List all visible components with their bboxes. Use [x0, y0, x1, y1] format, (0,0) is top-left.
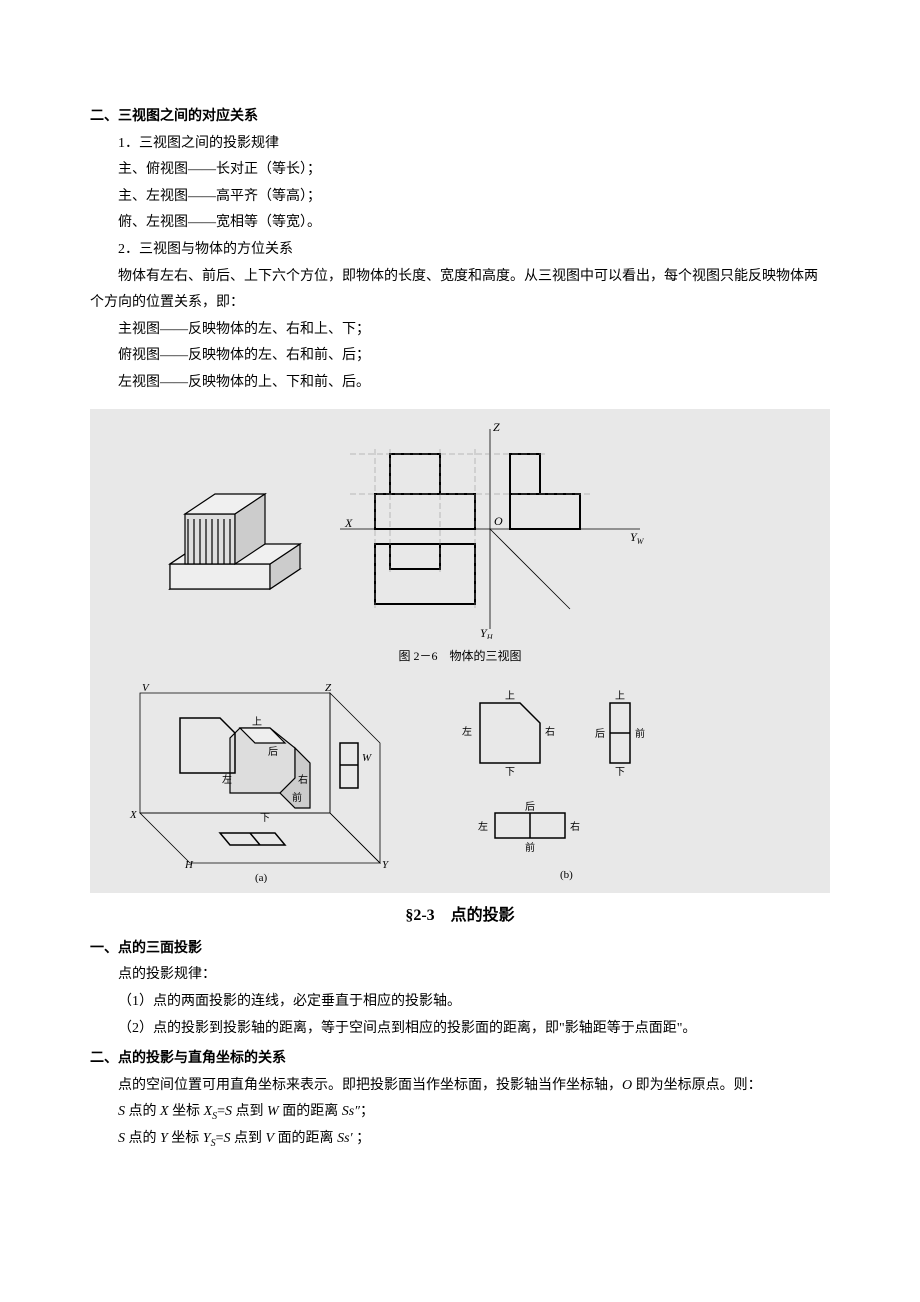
svg-text:V: V [142, 682, 150, 694]
coord-y-line: S 点的 Y 坐标 YS=S 点到 V 面的距离 Ss′ ； [90, 1126, 830, 1153]
svg-text:H: H [184, 859, 194, 871]
coord-x-line: S 点的 X 坐标 XS=S 点到 W 面的距离 Ss″； [90, 1099, 830, 1126]
svg-text:右: 右 [298, 773, 308, 786]
main-view-rule: 主视图——反映物体的左、右和上、下； [90, 317, 830, 344]
svg-text:下: 下 [505, 767, 515, 778]
svg-text:左: 左 [222, 773, 232, 786]
svg-text:X: X [129, 809, 138, 821]
sub1-rule1: （1）点的两面投影的连线，必定垂直于相应的投影轴。 [90, 989, 830, 1016]
three-view-diagram: Z X O YW YH [100, 419, 660, 639]
svg-text:前: 前 [635, 727, 645, 740]
svg-text:上: 上 [505, 690, 515, 702]
sub1-heading: 一、点的三面投影 [90, 936, 830, 963]
left-view-rule: 左视图——反映物体的上、下和前、后。 [90, 370, 830, 397]
svg-text:后: 后 [268, 746, 278, 758]
item2-title: 2．三视图与物体的方位关系 [90, 237, 830, 264]
sub1-rule2: （2）点的投影到投影轴的距离，等于空间点到相应的投影面的距离，即"影轴距等于点面… [90, 1016, 830, 1043]
rule1: 主、俯视图——长对正（等长）； [90, 157, 830, 184]
svg-text:下: 下 [260, 813, 270, 824]
svg-text:上: 上 [252, 716, 262, 728]
svg-text:后: 后 [595, 728, 605, 740]
sub2-heading: 二、点的投影与直角坐标的关系 [90, 1046, 830, 1073]
svg-text:前: 前 [525, 841, 535, 854]
svg-text:右: 右 [570, 820, 580, 833]
sub2-body: 点的空间位置可用直角坐标来表示。即把投影面当作坐标面，投影轴当作坐标轴，O 即为… [90, 1073, 830, 1100]
svg-text:YH: YH [480, 626, 494, 639]
svg-text:(b): (b) [560, 869, 573, 881]
svg-text:左: 左 [462, 725, 472, 738]
svg-text:下: 下 [615, 767, 625, 778]
figure-2-6: Z X O YW YH 图 2－6 物体的三视图 [90, 409, 830, 894]
section-2-3-title: §2-3 点的投影 [90, 901, 830, 931]
sub1-intro: 点的投影规律： [90, 962, 830, 989]
projection-box-diagram: V Z X W H Y 上 下 左 右 前 后 (a) 上 下 左 右 [100, 673, 720, 883]
item1-title: 1．三视图之间的投影规律 [90, 131, 830, 158]
label-o: O [494, 514, 503, 528]
figure1-caption: 图 2－6 物体的三视图 [100, 645, 820, 668]
svg-text:Z: Z [325, 682, 332, 694]
svg-text:左: 左 [478, 820, 488, 833]
svg-text:(a): (a) [255, 872, 268, 883]
body1: 物体有左右、前后、上下六个方位，即物体的长度、宽度和高度。从三视图中可以看出，每… [90, 264, 830, 317]
label-x: X [344, 516, 353, 530]
svg-text:W: W [362, 752, 372, 764]
rule2: 主、左视图——高平齐（等高）； [90, 184, 830, 211]
section2-heading: 二、三视图之间的对应关系 [90, 104, 830, 131]
rule3: 俯、左视图——宽相等（等宽）。 [90, 210, 830, 237]
svg-text:后: 后 [525, 801, 535, 813]
top-view-rule: 俯视图——反映物体的左、右和前、后； [90, 343, 830, 370]
svg-text:Y: Y [382, 859, 390, 871]
svg-text:前: 前 [292, 791, 302, 804]
label-z: Z [493, 420, 500, 434]
svg-text:YW: YW [630, 530, 645, 546]
svg-text:右: 右 [545, 725, 555, 738]
svg-text:上: 上 [615, 690, 625, 702]
